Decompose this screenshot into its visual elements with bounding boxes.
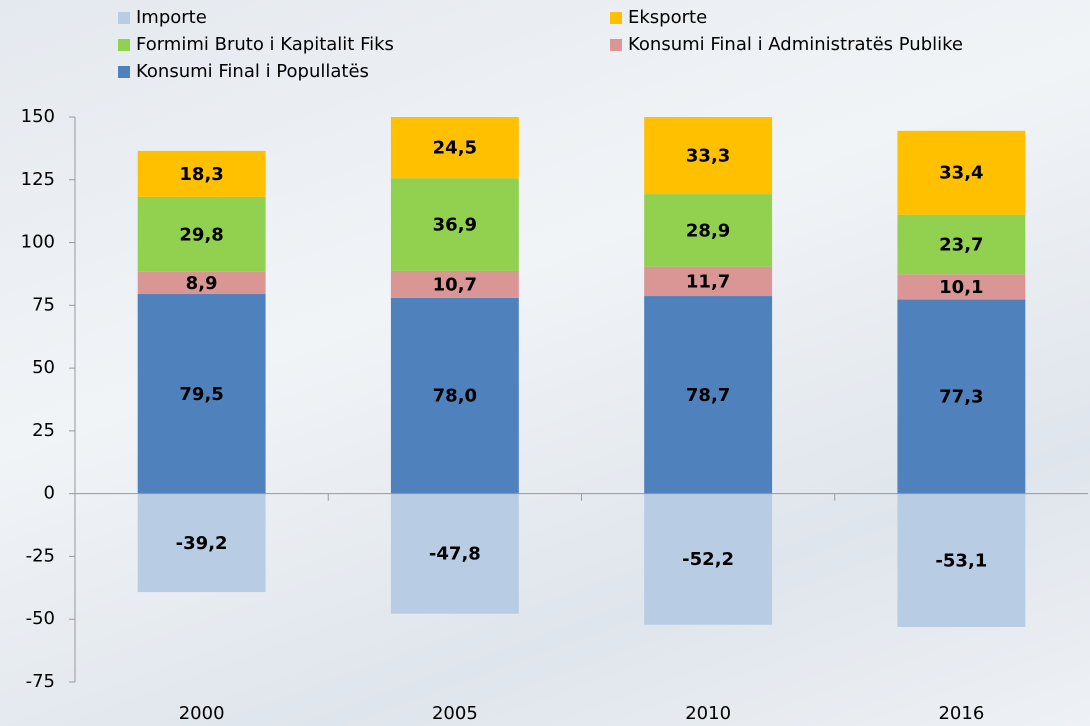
y-tick-label: -25 <box>26 545 55 566</box>
y-tick-label: 150 <box>21 106 55 127</box>
y-tick-label: 125 <box>21 169 55 190</box>
x-tick-label: 2010 <box>685 703 731 724</box>
value-label: 79,5 <box>179 384 223 405</box>
x-tick-label: 2005 <box>432 703 478 724</box>
value-label: 36,9 <box>433 215 477 236</box>
value-label: 33,4 <box>939 163 983 184</box>
chart: Importe Eksporte Formimi Bruto i Kapitalit… <box>0 0 1090 726</box>
legend-label: Eksporte <box>628 7 707 28</box>
value-label: 18,3 <box>179 164 223 185</box>
value-label: 23,7 <box>939 234 983 255</box>
y-tick-label: 100 <box>21 232 55 253</box>
legend-swatch <box>118 66 130 78</box>
value-label: -39,2 <box>176 533 228 554</box>
y-tick-label: 25 <box>32 420 55 441</box>
legend-label: Importe <box>136 7 207 28</box>
legend-label: Konsumi Final i Popullatës <box>136 61 369 82</box>
legend-label: Konsumi Final i Administratës Publike <box>628 34 963 55</box>
legend-swatch <box>118 12 130 24</box>
value-label: 10,1 <box>939 277 983 298</box>
y-tick-label: 75 <box>32 294 55 315</box>
x-tick-label: 2016 <box>938 703 984 724</box>
value-label: 10,7 <box>433 274 477 295</box>
legend-swatch <box>610 39 622 51</box>
value-label: 78,7 <box>686 385 730 406</box>
value-label: 28,9 <box>686 220 730 241</box>
value-label: 78,0 <box>433 386 477 407</box>
value-label: -53,1 <box>935 550 987 571</box>
y-tick-label: -50 <box>26 608 55 629</box>
x-tick-label: 2000 <box>179 703 225 724</box>
legend-swatch <box>610 12 622 24</box>
value-label: 33,3 <box>686 146 730 167</box>
value-label: 11,7 <box>686 271 730 292</box>
legend-label: Formimi Bruto i Kapitalit Fiks <box>136 34 394 55</box>
value-label: -52,2 <box>682 549 734 570</box>
bars <box>138 110 1026 627</box>
y-tick-label: -75 <box>26 671 55 692</box>
value-label: 24,5 <box>433 138 477 159</box>
value-label: 8,9 <box>186 273 218 294</box>
legend-swatch <box>118 39 130 51</box>
value-label: -47,8 <box>429 544 481 565</box>
y-tick-label: 50 <box>32 357 55 378</box>
value-label: 29,8 <box>179 224 223 245</box>
y-tick-label: 0 <box>44 483 55 504</box>
value-label: 77,3 <box>939 387 983 408</box>
